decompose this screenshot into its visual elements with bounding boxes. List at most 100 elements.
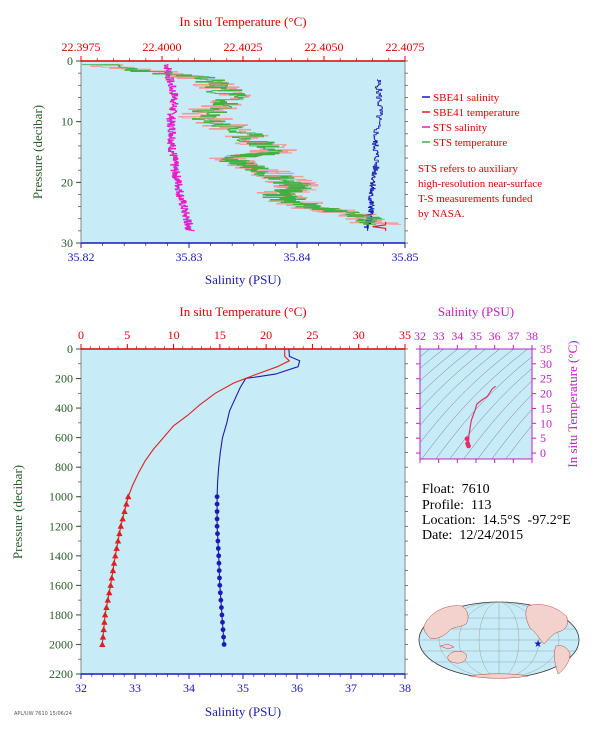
salinity-point: [220, 627, 226, 633]
density-contour: [420, 349, 473, 395]
temperature-point: [121, 508, 128, 514]
temperature-point: [117, 522, 125, 529]
density-contour: [449, 368, 532, 459]
x-tick-label: 35.82: [68, 250, 95, 264]
footer-stamp: APL/UW 7610 15/06/24: [14, 711, 72, 717]
sts-note: STS refers to auxiliary high-resolution n…: [418, 163, 542, 220]
x2-tick-label: 22.4000: [143, 40, 182, 54]
full-profile-axes: 32 33 34 35 36 37 3802004006008001000120014001…: [49, 328, 411, 695]
near-surface-xlabel: Salinity (PSU): [205, 272, 281, 287]
full-profile-x2label: In situ Temperature (°C): [179, 304, 306, 319]
temperature-point: [109, 567, 117, 574]
x-tick-label: 33: [129, 681, 141, 695]
temperature-point: [112, 552, 119, 559]
temperature-point: [100, 626, 107, 633]
density-contour: [421, 349, 529, 459]
near-surface-axes: 35.82 35.83 35.84 35.85 0 10 20 30 22.3975 22.400…: [61, 40, 425, 264]
ts-x-tick-label: 35: [470, 329, 482, 343]
temperature-point: [123, 500, 130, 507]
y-tick-label: 200: [55, 372, 73, 386]
y-tick-label: 400: [55, 401, 73, 415]
ts-density-contours: [420, 349, 532, 459]
float-location-marker: ★: [534, 639, 543, 650]
world-map: ★: [418, 601, 580, 679]
ts-y-tick-label: 5: [540, 431, 546, 445]
temperature-point: [125, 493, 132, 500]
y-tick-label: 1800: [49, 608, 73, 622]
date: Date: 12/24/2015: [422, 528, 524, 543]
series-sbe41-temperature: [372, 221, 387, 231]
x2-tick-label: 22.3975: [62, 40, 101, 54]
y-tick-label: 2200: [49, 667, 73, 681]
y-tick-label: 2000: [49, 637, 73, 651]
x-tick-label: 37: [345, 681, 357, 695]
ts-y-tick-label: 25: [540, 372, 552, 386]
near-surface-chart: 35.82 35.83 35.84 35.85 0 10 20 30 22.3975 22.400…: [30, 14, 425, 287]
x2-tick-label: 0: [78, 328, 84, 342]
x-tick-label: 35: [237, 681, 249, 695]
y-tick-label: 0: [67, 342, 73, 356]
x-tick-label: 35.84: [284, 250, 311, 264]
salinity-point: [217, 590, 223, 596]
salinity-point: [221, 634, 226, 640]
temperature-point: [101, 618, 108, 625]
x2-tick-label: 20: [260, 328, 272, 342]
y-tick-label: 30: [61, 236, 73, 250]
y-tick-label: 1600: [49, 578, 73, 592]
ts-x-tick-label: 32: [414, 329, 426, 343]
temperature-point: [101, 611, 109, 618]
y-tick-label: 800: [55, 460, 73, 474]
salinity-point: [215, 531, 220, 537]
series-sts-temperature: [82, 64, 382, 225]
legend-label: STS temperature: [433, 137, 507, 149]
ts-plot-area: [419, 348, 533, 460]
near-surface-series: [82, 64, 387, 232]
density-contour: [463, 380, 532, 459]
temperature-point: [119, 515, 126, 522]
ts-y-tick-label: 10: [540, 416, 552, 430]
ts-ylabel: In situ Temperature (°C): [565, 340, 580, 467]
salinity-point: [214, 509, 220, 514]
x2-tick-label: 22.4075: [386, 40, 425, 54]
density-contour: [420, 349, 459, 382]
temperature-point: [99, 640, 106, 647]
note-line: T-S measurements funded: [418, 193, 533, 205]
y-tick-label: 600: [55, 431, 73, 445]
salinity-point: [215, 538, 221, 544]
salinity-point: [220, 619, 225, 625]
ts-y-tick-label: 35: [540, 342, 552, 356]
temperature-point: [108, 574, 115, 581]
salinity-point: [216, 560, 222, 566]
x2-tick-label: 30: [353, 328, 365, 342]
salinity-point: [214, 523, 220, 529]
y-tick-label: 10: [61, 115, 73, 129]
density-contour: [505, 425, 532, 459]
series-sbe41-salinity: [364, 79, 383, 231]
x-tick-label: 35.85: [392, 250, 419, 264]
temperature-point: [99, 633, 107, 640]
x2-tick-label: 25: [306, 328, 318, 342]
full-profile-xlabel: Salinity (PSU): [205, 704, 281, 719]
near-surface-x2label: In situ Temperature (°C): [179, 14, 306, 29]
note-line: high-resolution near-surface: [418, 178, 542, 190]
density-contour: [420, 349, 487, 410]
x-tick-label: 34: [183, 681, 195, 695]
temperature-point: [104, 596, 112, 603]
ts-series: [464, 385, 496, 449]
legend-label: STS salinity: [433, 122, 488, 134]
x-tick-label: 35.83: [176, 250, 203, 264]
x2-tick-label: 35: [399, 328, 411, 342]
x2-tick-label: 15: [214, 328, 226, 342]
salinity-point: [216, 568, 222, 573]
ts-xlabel: Salinity (PSU): [438, 304, 514, 319]
salinity-point: [219, 612, 225, 618]
note-line: STS refers to auxiliary: [418, 163, 518, 175]
full-profile-plot-area: [80, 348, 406, 675]
temperature-point: [113, 544, 120, 551]
density-contour: [420, 349, 515, 444]
ts-y-tick-label: 15: [540, 401, 552, 415]
series-sts-salinity: [163, 64, 195, 232]
density-contour: [420, 349, 501, 426]
ts-deep-point: [466, 443, 471, 449]
x2-tick-label: 10: [168, 328, 180, 342]
